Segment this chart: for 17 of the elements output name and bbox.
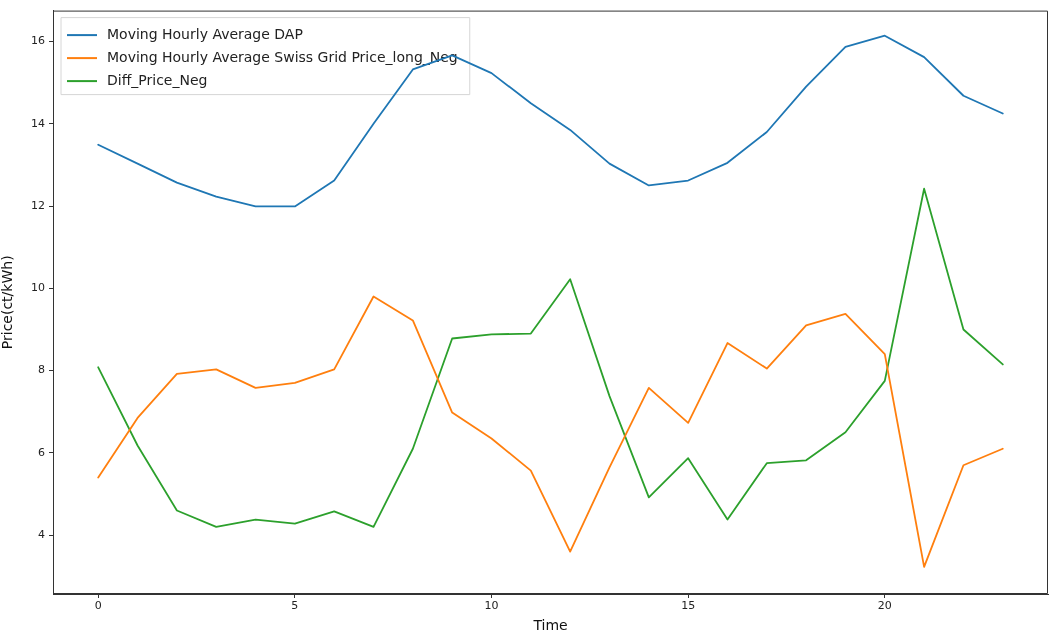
legend-label: Moving Hourly Average Swiss Grid Price_long_Neg: [107, 48, 458, 65]
y-tick-label: 6: [38, 445, 45, 459]
y-tick-label: 8: [38, 363, 45, 377]
y-tick-label: 14: [31, 116, 45, 130]
y-tick-label: 4: [38, 528, 45, 542]
x-tick-label: 10: [484, 599, 499, 613]
legend-label: Moving Hourly Average DAP: [107, 25, 303, 42]
y-tick-label: 16: [31, 34, 45, 48]
x-tick-label: 15: [681, 599, 696, 613]
x-tick-label: 5: [291, 599, 299, 613]
x-axis-title: Time: [532, 617, 568, 634]
x-tick-label: 0: [94, 599, 102, 613]
y-axis-title: Price(ct/kWh): [0, 255, 16, 350]
x-tick-label: 20: [877, 599, 892, 613]
legend-label: Diff_Price_Neg: [107, 71, 208, 88]
y-tick-label: 12: [31, 198, 45, 212]
y-tick-label: 10: [31, 281, 45, 295]
